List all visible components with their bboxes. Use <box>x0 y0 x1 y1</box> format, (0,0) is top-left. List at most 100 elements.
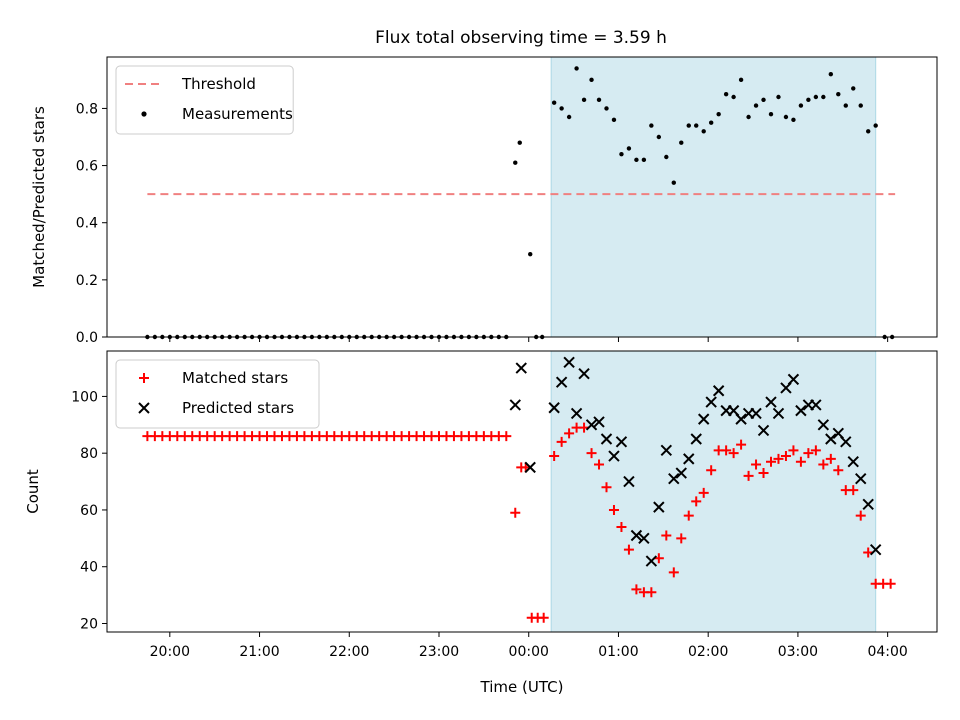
measurement-point <box>731 94 736 100</box>
measurement-point <box>701 129 706 134</box>
matched-stars-point <box>601 482 612 493</box>
measurement-point <box>649 123 654 128</box>
measurement-point <box>798 103 804 108</box>
matched-stars-point <box>825 453 836 464</box>
x-tick-label: 03:00 <box>778 644 818 660</box>
measurement-point <box>634 157 639 163</box>
legend-label: Matched stars <box>182 369 288 387</box>
matched-stars-point <box>501 431 512 442</box>
predicted-stars-point <box>660 444 673 457</box>
measurement-point <box>559 106 564 111</box>
axes-frame <box>106 56 938 338</box>
predicted-stars-point <box>653 501 665 513</box>
matched-stars-point <box>751 459 762 470</box>
matched-stars-point <box>594 459 605 470</box>
predicted-stars-point <box>869 543 882 556</box>
legend-matched-swatch <box>139 373 149 383</box>
measurement-point <box>679 140 684 145</box>
matched-stars-point <box>803 448 814 459</box>
measurement-point <box>604 106 609 111</box>
predicted-stars-point <box>712 385 725 397</box>
measurement-point <box>866 129 871 134</box>
measurement-point <box>813 94 819 100</box>
matched-stars-point <box>661 530 672 541</box>
measurement-point <box>589 77 594 83</box>
legend-predicted-swatch <box>138 402 150 414</box>
predicted-stars-point <box>697 413 710 425</box>
predicted-stars-point <box>570 407 583 420</box>
predicted-stars-point <box>578 367 590 380</box>
measurement-point <box>671 180 676 185</box>
matched-stars-point <box>855 510 866 521</box>
legend-box <box>115 359 320 429</box>
measurement-point <box>619 151 624 157</box>
predicted-stars-point <box>810 399 822 411</box>
figure-title: Flux total observing time = 3.59 h <box>375 28 667 48</box>
predicted-stars-point <box>615 436 628 448</box>
measurement-point <box>566 114 572 120</box>
predicted-stars-point <box>787 373 800 386</box>
predicted-stars-point <box>750 407 762 420</box>
predicted-stars-point <box>608 450 620 462</box>
matched-stars-point <box>549 451 560 462</box>
predicted-stars-point <box>825 433 837 445</box>
predicted-stars-point <box>645 555 658 567</box>
predicted-stars-point <box>683 453 695 465</box>
measurement-point <box>574 66 579 71</box>
measurement-point <box>738 77 744 83</box>
measurement-point <box>873 123 878 128</box>
predicted-stars-point <box>705 396 717 408</box>
y-tick-label: 0.2 <box>76 273 98 289</box>
ratio-panel: 0.0 0.2 0.4 0.6 0.8 Matched/Predicted stars Th… <box>30 56 938 346</box>
measurement-point <box>596 97 602 103</box>
observing-span <box>550 56 877 338</box>
y-tick-label: 60 <box>80 503 98 519</box>
x-tick-label: 23:00 <box>419 644 459 660</box>
predicted-stars-point <box>855 473 867 485</box>
measurement-point <box>641 157 647 163</box>
matched-stars-point <box>773 453 784 464</box>
x-axis-label: Time (UTC) <box>480 678 564 696</box>
axes-frame <box>106 350 938 633</box>
matched-stars-point <box>758 468 769 479</box>
matched-stars-point <box>721 445 732 456</box>
matched-stars-point <box>646 587 657 598</box>
predicted-stars-point <box>735 413 747 425</box>
matched-stars-point <box>780 451 791 462</box>
measurement-point <box>686 123 691 128</box>
matched-stars-point <box>510 507 521 518</box>
matched-stars-point <box>833 465 844 476</box>
y-tick-label: 0.8 <box>76 101 98 117</box>
x-tick-label: 22:00 <box>329 644 369 660</box>
predicted-stars-point <box>585 419 598 431</box>
measurement-point <box>664 154 669 160</box>
measurement-point <box>708 120 714 125</box>
legend-label: Predicted stars <box>182 399 294 417</box>
measurement-point <box>776 94 781 100</box>
predicted-stars-point <box>847 455 859 468</box>
measurement-point <box>581 97 587 103</box>
predicted-stars-point <box>690 433 702 445</box>
measurement-point <box>843 103 848 108</box>
measurement-point <box>517 140 522 145</box>
predicted-stars-point <box>548 402 560 414</box>
measurement-point <box>858 103 863 108</box>
matched-stars-point <box>810 445 821 456</box>
matched-stars-point <box>698 487 709 498</box>
y-tick-label: 0.0 <box>76 330 98 346</box>
predicted-stars-point <box>630 529 643 542</box>
predicted-stars-point <box>765 396 777 408</box>
matched-stars-point <box>788 445 799 456</box>
measurement-point <box>513 160 518 165</box>
y-tick-label: 20 <box>80 616 98 632</box>
legend-label: Threshold <box>181 75 256 93</box>
matched-stars-point <box>608 504 619 515</box>
predicted-stars-point <box>638 532 650 545</box>
y-tick-label: 40 <box>80 560 98 576</box>
x-tick-label: 21:00 <box>239 644 279 660</box>
x-tick-label: 04:00 <box>867 644 907 660</box>
measurement-point <box>821 94 826 100</box>
predicted-stars-point <box>563 356 575 369</box>
predicted-stars-point <box>795 404 807 417</box>
predicted-stars-point <box>524 461 536 474</box>
